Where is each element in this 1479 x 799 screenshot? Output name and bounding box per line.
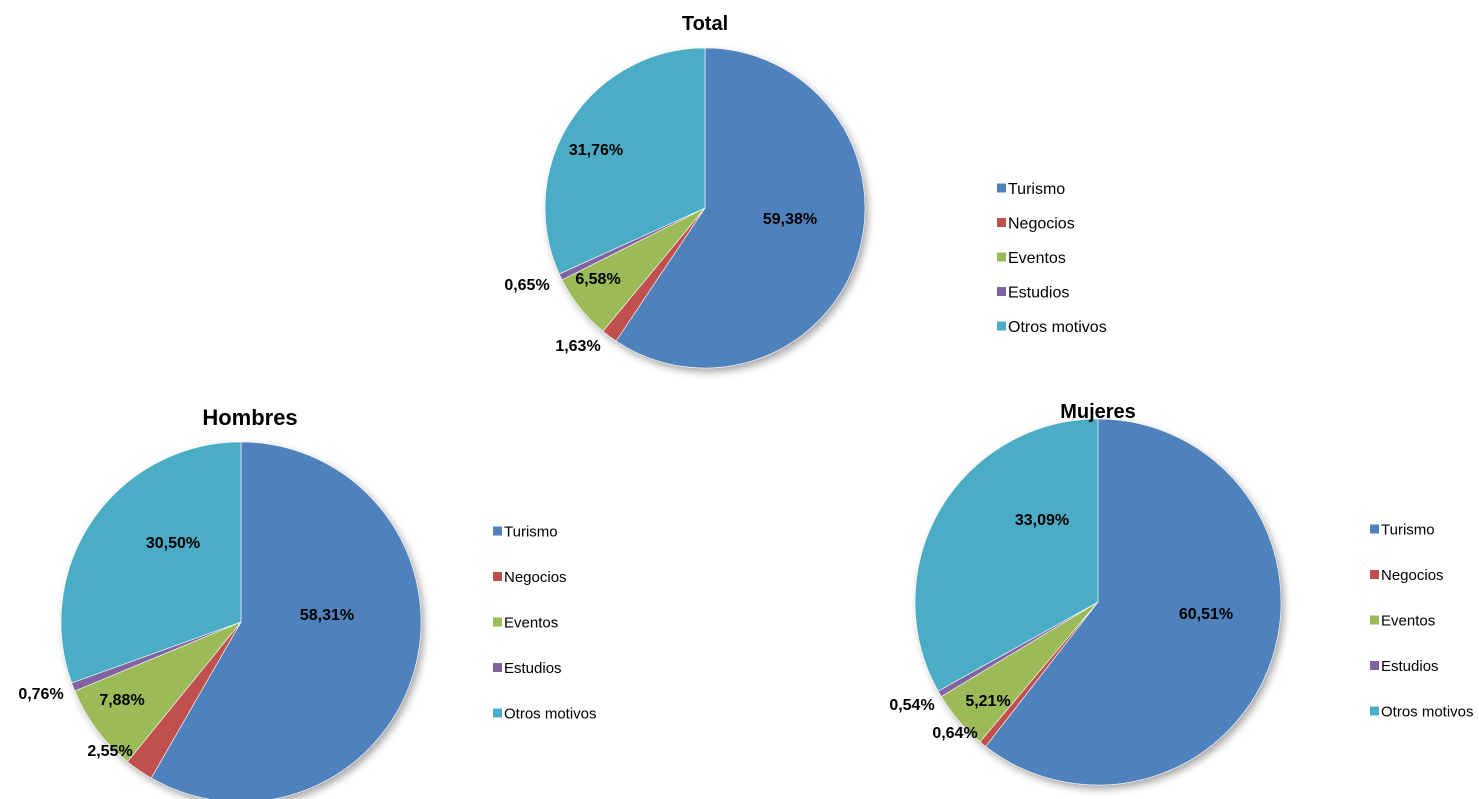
legend-label-estudios: Estudios xyxy=(1381,658,1439,675)
legend-label-otros-motivos: Otros motivos xyxy=(1008,319,1107,336)
data-label-otros-motivos: 33,09% xyxy=(1015,512,1069,529)
legend-label-estudios: Estudios xyxy=(504,660,562,677)
legend-label-turismo: Turismo xyxy=(1381,521,1435,538)
pie-hombres: 58,31% 2,55% 7,88% 0,76% 30,50% xyxy=(18,441,422,799)
legend-swatch-otros-motivos xyxy=(997,321,1006,331)
legend-swatch-eventos xyxy=(1370,615,1379,625)
data-label-estudios: 0,76% xyxy=(18,686,63,703)
legend-swatch-otros-motivos xyxy=(1370,706,1379,716)
chart-title-total: Total xyxy=(682,13,728,35)
data-label-eventos: 7,88% xyxy=(99,692,144,709)
legend-swatch-eventos xyxy=(997,252,1006,262)
legend-swatch-turismo xyxy=(997,183,1006,193)
pie-slice-otros-motivos xyxy=(914,418,1099,692)
legend-swatch-negocios xyxy=(493,572,502,581)
data-label-otros-motivos: 31,76% xyxy=(569,142,623,159)
legend-label-turismo: Turismo xyxy=(1008,181,1065,198)
pie-slice-turismo xyxy=(985,418,1282,786)
data-label-estudios: 0,65% xyxy=(504,277,549,294)
data-label-otros-motivos: 30,50% xyxy=(146,535,200,552)
legend-swatch-eventos xyxy=(493,617,502,627)
legend-label-negocios: Negocios xyxy=(1008,215,1075,232)
legend-label-eventos: Eventos xyxy=(1008,250,1066,267)
data-label-turismo: 59,38% xyxy=(763,211,817,228)
legend-swatch-otros-motivos xyxy=(493,708,502,718)
data-label-turismo: 58,31% xyxy=(300,607,354,624)
chart-title-mujeres: Mujeres xyxy=(1060,401,1136,423)
pie-slice-turismo xyxy=(150,441,422,799)
legend-swatch-negocios xyxy=(1370,570,1379,579)
data-label-negocios: 1,63% xyxy=(555,338,600,355)
data-label-negocios: 0,64% xyxy=(932,725,977,742)
legend-swatch-estudios xyxy=(493,663,502,672)
legend-hombres: Turismo Negocios Eventos Estudios Otros moti… xyxy=(493,523,597,722)
legend-total: Turismo Negocios Eventos Estudios Otros moti… xyxy=(997,181,1107,336)
pie-mujeres: 60,51% 0,64% 5,21% 0,54% 33,09% xyxy=(889,418,1282,786)
chart-total: Total 59,38% 1,63% 6,58% 0,65% 31,76% Turism… xyxy=(504,13,1107,369)
legend-label-negocios: Negocios xyxy=(1381,567,1444,584)
chart-hombres: Hombres 58,31% 2,55% 7,88% 0,76% 30,50% Turi… xyxy=(18,405,597,799)
legend-swatch-estudios xyxy=(997,287,1006,296)
chart-mujeres: 60,51% 0,64% 5,21% 0,54% 33,09% Mujeres Turi… xyxy=(889,401,1474,786)
legend-swatch-turismo xyxy=(1370,524,1379,534)
legend-label-turismo: Turismo xyxy=(504,523,558,540)
pie-total: 59,38% 1,63% 6,58% 0,65% 31,76% xyxy=(504,47,866,369)
pie-slice-turismo xyxy=(615,47,866,369)
data-label-turismo: 60,51% xyxy=(1179,606,1233,623)
legend-swatch-negocios xyxy=(997,218,1006,227)
chart-title-hombres: Hombres xyxy=(202,405,297,430)
legend-label-negocios: Negocios xyxy=(504,569,567,586)
data-label-estudios: 0,54% xyxy=(889,697,934,714)
data-label-negocios: 2,55% xyxy=(87,743,132,760)
legend-swatch-turismo xyxy=(493,526,502,536)
legend-label-estudios: Estudios xyxy=(1008,284,1069,301)
legend-label-eventos: Eventos xyxy=(504,614,558,631)
data-label-eventos: 6,58% xyxy=(575,271,620,288)
legend-swatch-estudios xyxy=(1370,661,1379,670)
pie-slice-otros-motivos xyxy=(544,47,706,275)
legend-label-otros-motivos: Otros motivos xyxy=(1381,703,1474,720)
legend-label-otros-motivos: Otros motivos xyxy=(504,705,597,722)
legend-mujeres: Turismo Negocios Eventos Estudios Otros moti… xyxy=(1370,521,1474,720)
pie-slice-otros-motivos xyxy=(60,441,242,684)
legend-label-eventos: Eventos xyxy=(1381,612,1435,629)
data-label-eventos: 5,21% xyxy=(965,693,1010,710)
